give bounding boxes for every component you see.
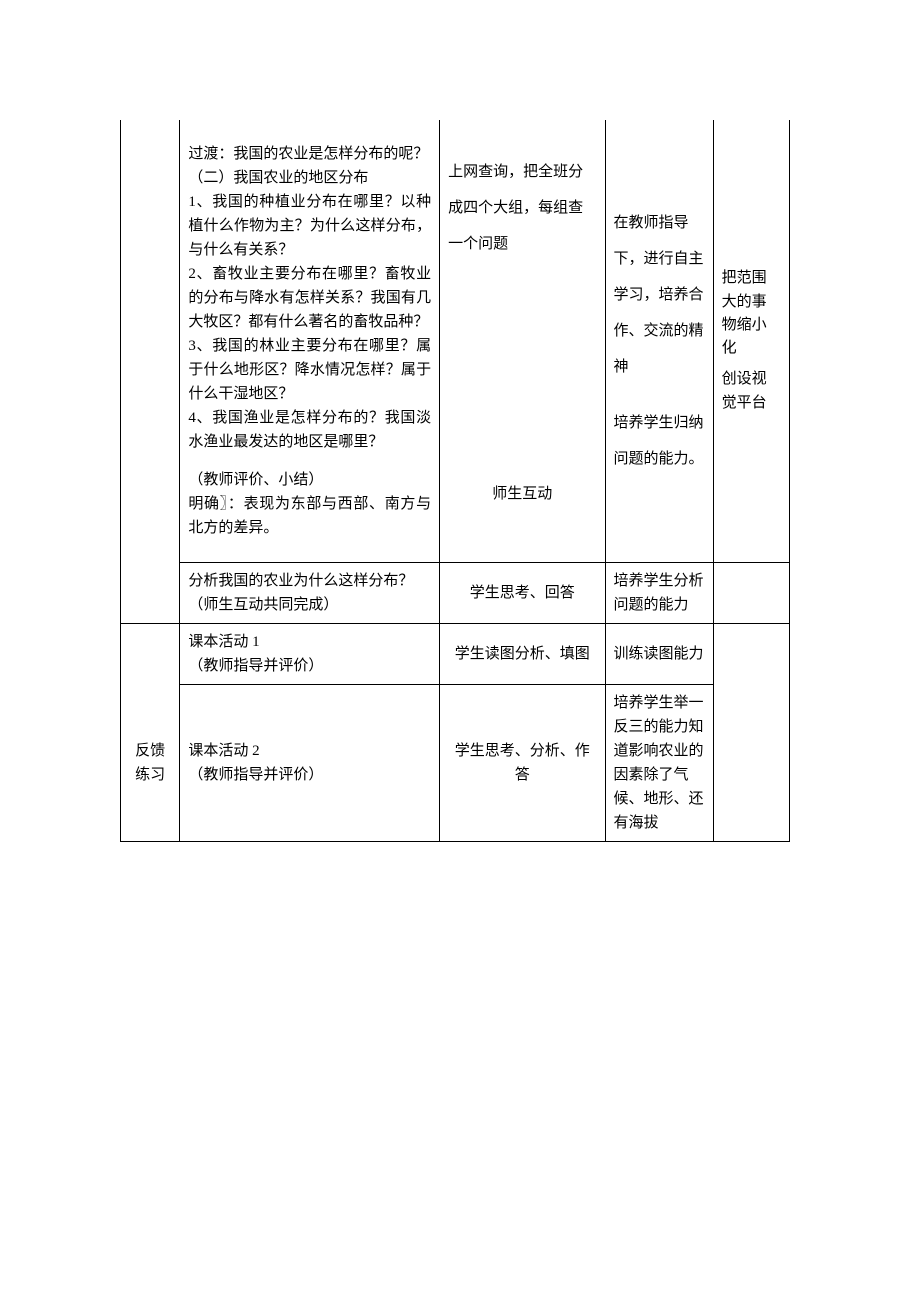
text-line: 3、我国的林业主要分布在哪里？属于什么地形区？降水情况怎样？属于什么干湿地区？ (188, 338, 431, 402)
teacher-activity-cell: 课本活动 1 （教师指导并评价） (180, 624, 440, 685)
text-block: 在教师指导下，进行自主学习，培养合作、交流的精神 (614, 215, 704, 375)
table-row: 过渡：我国的农业是怎样分布的呢？ （二）我国农业的地区分布 1、我国的种植业分布… (121, 120, 790, 563)
text-block: 师生互动 (492, 486, 552, 502)
text-line: （教师评价、小结） (188, 472, 323, 488)
text-block: 课本活动 1 （教师指导并评价） (188, 634, 323, 674)
phase-cell: 反馈练习 (121, 685, 180, 842)
lesson-plan-table: 过渡：我国的农业是怎样分布的呢？ （二）我国农业的地区分布 1、我国的种植业分布… (120, 120, 790, 842)
teacher-activity-cell: 过渡：我国的农业是怎样分布的呢？ （二）我国农业的地区分布 1、我国的种植业分布… (180, 120, 440, 563)
remark-cell (713, 624, 789, 685)
teacher-activity-cell: 分析我国的农业为什么这样分布？ （师生互动共同完成） (180, 563, 440, 624)
design-intent-cell: 培养学生举一反三的能力知道影响农业的因素除了气候、地形、还有海拔 (605, 685, 713, 842)
text-line: 4、我国渔业是怎样分布的？我国淡水渔业最发达的地区是哪里？ (188, 410, 431, 450)
phase-cell (121, 120, 180, 563)
table-row: 反馈练习 课本活动 2 （教师指导并评价） 学生思考、分析、作答 培养学生举一反… (121, 685, 790, 842)
text-block: 课本活动 2 （教师指导并评价） (188, 743, 323, 783)
text-block: 创设视觉平台 (722, 371, 767, 410)
student-activity-cell: 上网查询，把全班分成四个大组，每组查一个问题 师生互动 (440, 120, 605, 563)
text-line: 明确〗：表现为东部与西部、南方与北方的差异。 (188, 496, 431, 536)
text-block: 学生思考、回答 (470, 585, 575, 601)
text-line: 2、畜牧业主要分布在哪里？畜牧业的分布与降水有怎样关系？我国有几大牧区？都有什么… (188, 266, 431, 330)
remark-cell (713, 563, 789, 624)
document-page: 过渡：我国的农业是怎样分布的呢？ （二）我国农业的地区分布 1、我国的种植业分布… (0, 0, 920, 1042)
teacher-activity-cell: 课本活动 2 （教师指导并评价） (180, 685, 440, 842)
text-line: 1、我国的种植业分布在哪里？以种植什么作物为主？为什么这样分布，与什么有关系？ (188, 194, 431, 258)
table-row: 分析我国的农业为什么这样分布？ （师生互动共同完成） 学生思考、回答 培养学生分… (121, 563, 790, 624)
text-line: 过渡：我国的农业是怎样分布的呢？ (188, 146, 428, 162)
text-block: 训练读图能力 (614, 646, 704, 662)
student-activity-cell: 学生读图分析、填图 (440, 624, 605, 685)
text-block: 培养学生举一反三的能力知道影响农业的因素除了气候、地形、还有海拔 (614, 695, 704, 831)
design-intent-cell: 在教师指导下，进行自主学习，培养合作、交流的精神 培养学生归纳问题的能力。 (605, 120, 713, 563)
text-block: 上网查询，把全班分成四个大组，每组查一个问题 (448, 164, 583, 252)
text-block: 培养学生分析问题的能力 (614, 573, 704, 613)
text-block: 学生读图分析、填图 (455, 646, 590, 662)
table-row: 课本活动 1 （教师指导并评价） 学生读图分析、填图 训练读图能力 (121, 624, 790, 685)
remark-cell (713, 685, 789, 842)
design-intent-cell: 训练读图能力 (605, 624, 713, 685)
text-block: 分析我国的农业为什么这样分布？ （师生互动共同完成） (188, 573, 413, 613)
text-block: 学生思考、分析、作答 (455, 743, 590, 783)
phase-cell (121, 563, 180, 624)
phase-label: 反馈练习 (135, 743, 165, 783)
text-line: （二）我国农业的地区分布 (188, 170, 368, 186)
text-block: 培养学生归纳问题的能力。 (614, 415, 704, 467)
phase-cell (121, 624, 180, 685)
remark-cell: 把范围大的事物缩小化 创设视觉平台 (713, 120, 789, 563)
student-activity-cell: 学生思考、分析、作答 (440, 685, 605, 842)
design-intent-cell: 培养学生分析问题的能力 (605, 563, 713, 624)
text-block: 把范围大的事物缩小化 (722, 270, 767, 356)
student-activity-cell: 学生思考、回答 (440, 563, 605, 624)
